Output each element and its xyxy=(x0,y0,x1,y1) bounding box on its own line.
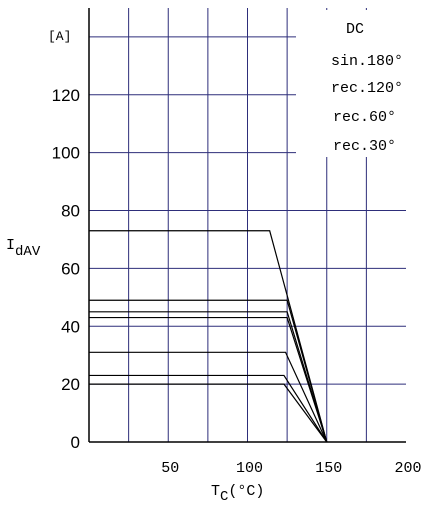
legend-box xyxy=(296,10,408,157)
legend-item-dc: DC xyxy=(346,21,364,38)
y-unit-label: [A] xyxy=(48,29,71,44)
x-axis-label: TC(°C) xyxy=(211,483,264,505)
y-tick-label: 100 xyxy=(52,144,80,163)
x-axis-label-unit: (°C) xyxy=(228,483,264,500)
y-axis-label-main: I xyxy=(6,237,15,254)
y-tick-label: 120 xyxy=(52,86,80,105)
y-axis-label-sub: dAV xyxy=(15,244,41,260)
y-tick-label: 80 xyxy=(61,202,80,221)
series-line-1 xyxy=(89,299,328,443)
series-line-4 xyxy=(89,351,328,443)
y-tick-label: 40 xyxy=(61,317,80,336)
legend-item-rec30: rec.30° xyxy=(333,138,396,155)
x-tick-label: 150 xyxy=(315,460,342,477)
y-tick-label: 60 xyxy=(61,259,80,278)
x-axis-label-sub: C xyxy=(220,489,228,505)
y-tick-label: 0 xyxy=(71,433,80,452)
x-tick-label: 100 xyxy=(236,460,263,477)
x-tick-label: 50 xyxy=(161,460,179,477)
x-tick-label: 200 xyxy=(394,460,421,477)
legend-item-sin180: sin.180° xyxy=(331,53,403,70)
y-axis-label: IdAV xyxy=(6,237,41,260)
y-tick-label: 20 xyxy=(61,375,80,394)
series-line-5 xyxy=(89,374,328,443)
legend-item-rec120: rec.120° xyxy=(331,80,403,97)
series-line-0 xyxy=(89,230,328,443)
series-line-6 xyxy=(89,383,328,443)
legend-item-rec60: rec.60° xyxy=(333,109,396,126)
x-axis-label-main: T xyxy=(211,483,220,500)
series-line-3 xyxy=(89,316,328,443)
legend: DC sin.180° rec.120° rec.60° rec.30° xyxy=(296,10,408,157)
